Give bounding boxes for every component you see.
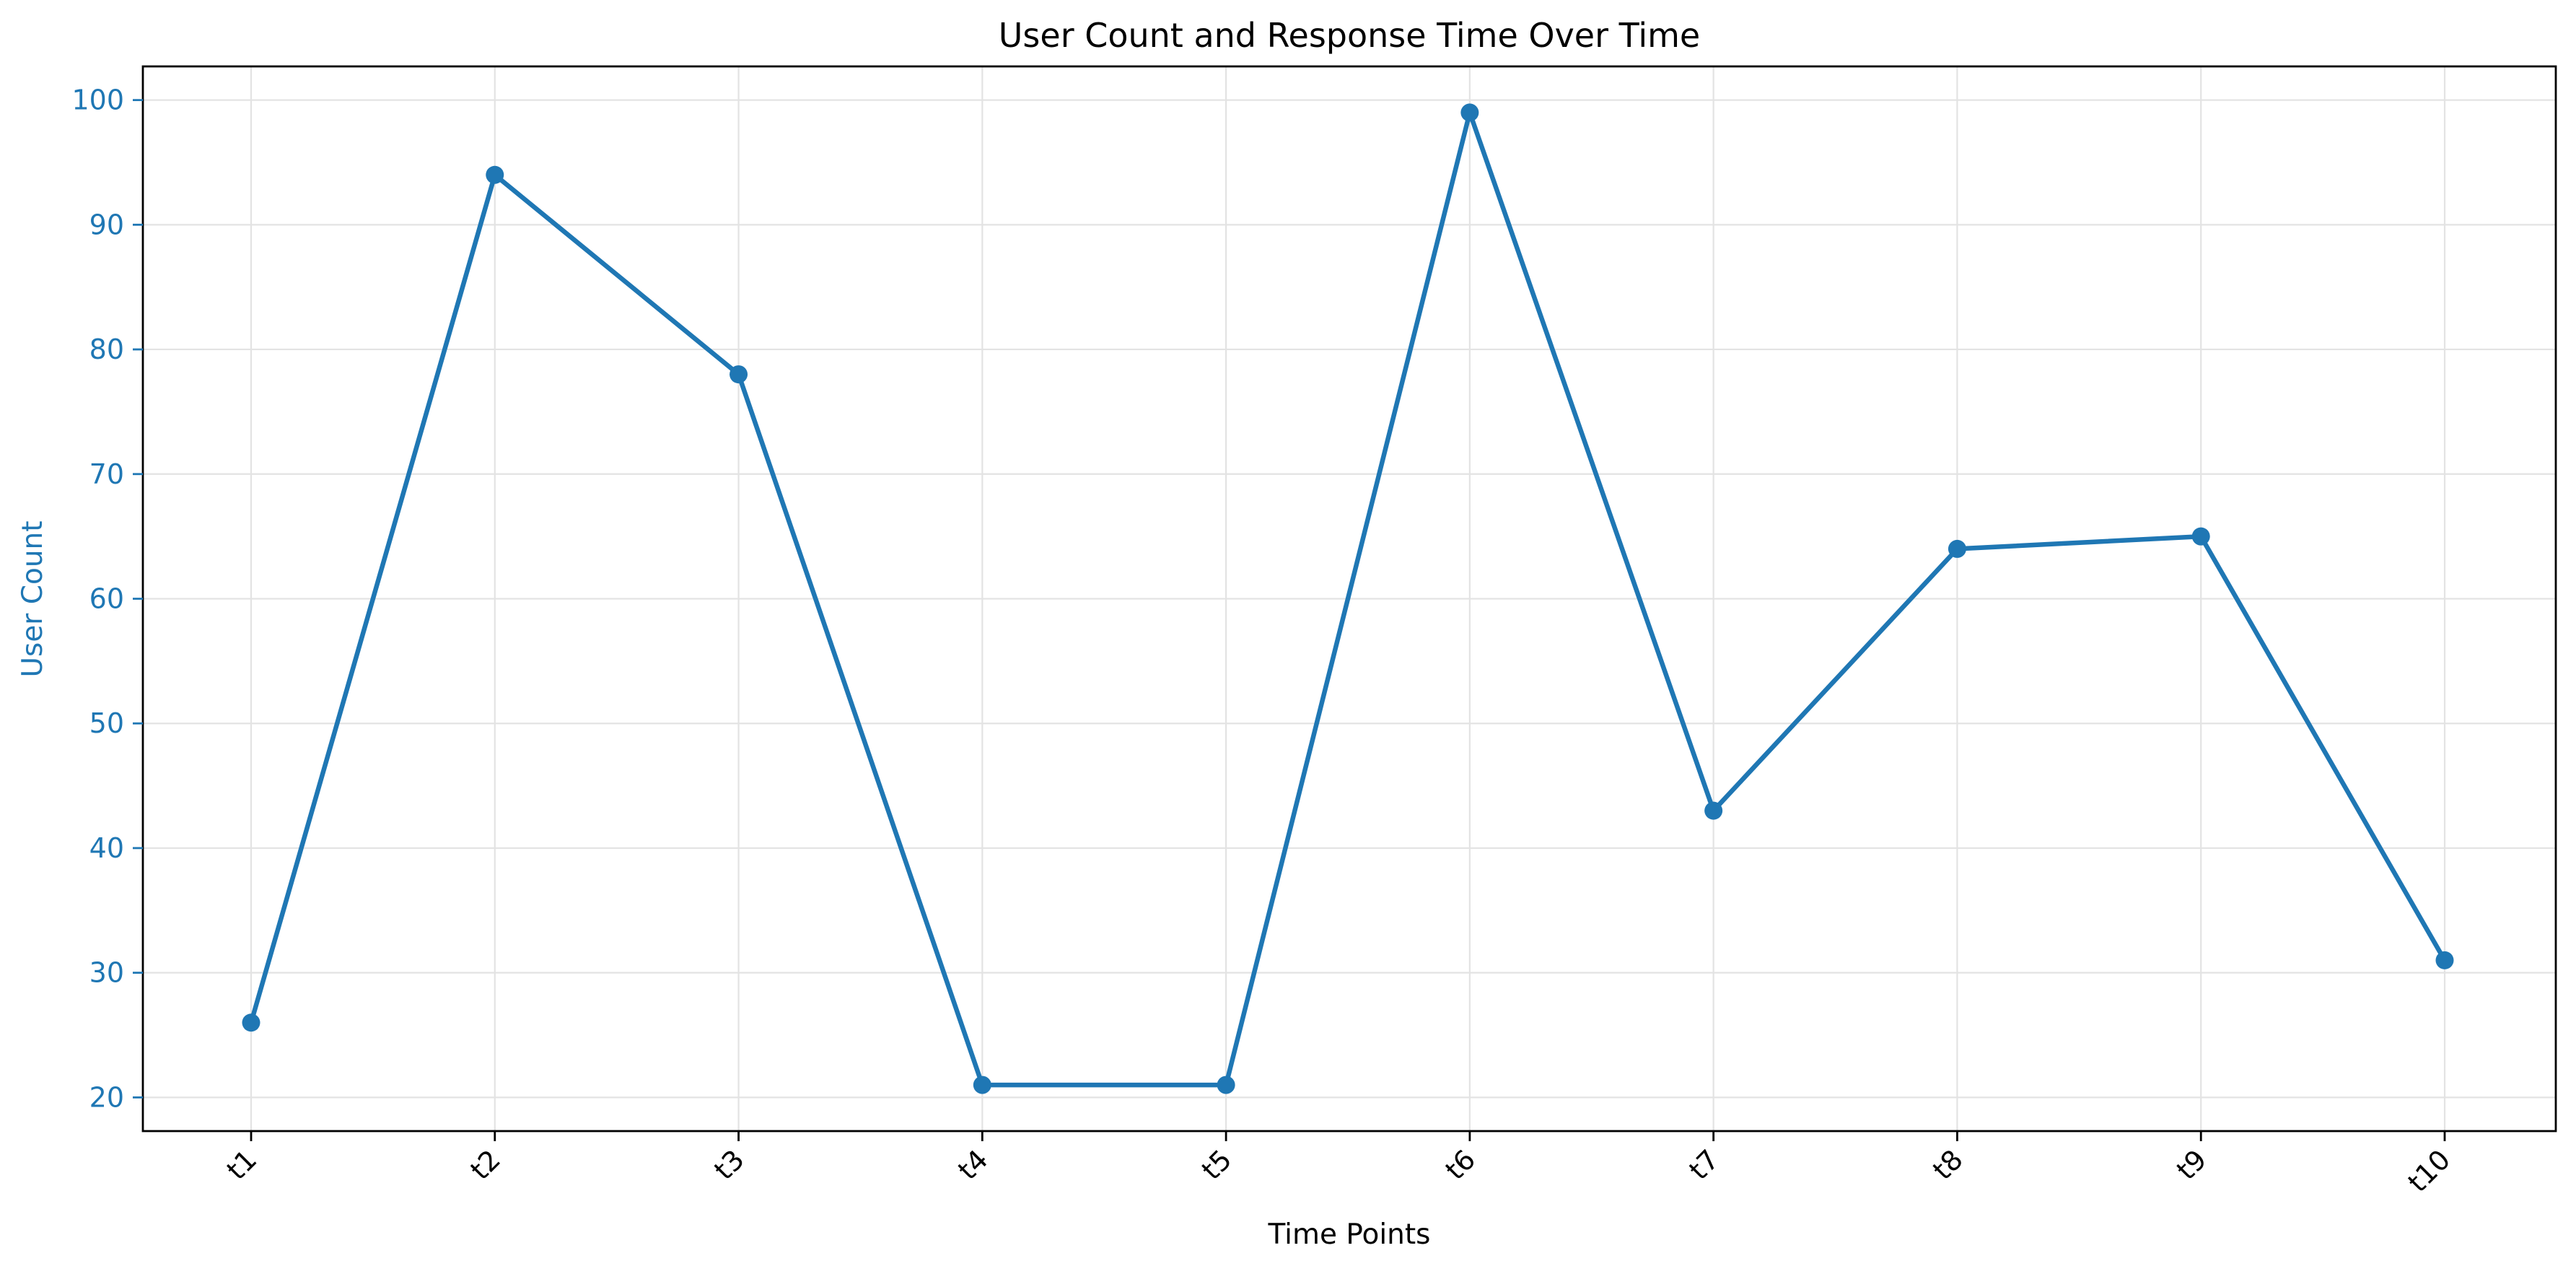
data-point-t10 <box>2435 951 2454 969</box>
series-layer <box>242 103 2454 1094</box>
series-line <box>248 110 2448 1088</box>
x-axis-label: Time Points <box>1268 1218 1431 1251</box>
x-tick-label: t4 <box>952 1143 994 1186</box>
data-point-t5 <box>1217 1076 1235 1094</box>
x-tick-label: t7 <box>1683 1143 1725 1186</box>
data-point-t4 <box>973 1076 991 1094</box>
x-tick-label: t8 <box>1927 1143 1969 1186</box>
data-point-t7 <box>1704 801 1723 820</box>
data-point-t3 <box>730 365 748 384</box>
x-tick-label: t9 <box>2170 1143 2213 1186</box>
y-tick-label: 40 <box>89 832 124 864</box>
data-point-t9 <box>2191 527 2210 546</box>
data-point-t6 <box>1460 103 1479 122</box>
x-tick-label: t2 <box>464 1143 507 1186</box>
y-tick-label: 80 <box>89 333 124 365</box>
x-tick-label: t5 <box>1196 1143 1238 1186</box>
y-tick-label: 100 <box>71 84 124 116</box>
x-tick-label: t10 <box>2402 1143 2457 1198</box>
data-point-t8 <box>1948 539 1966 558</box>
y-tick-label: 60 <box>89 583 124 615</box>
chart-title: User Count and Response Time Over Time <box>999 16 1700 55</box>
y-tick-label: 20 <box>89 1081 124 1113</box>
y-tick-label: 30 <box>89 957 124 989</box>
axes-layer: 20 30 40 50 60 70 80 90 100 t1 t2 t3 t4 t5 t6 t7 t8 t9 t10 <box>71 65 2557 1198</box>
x-tick-label: t3 <box>708 1143 750 1186</box>
y-axis-label: User Count <box>17 520 49 677</box>
y-tick-label: 70 <box>89 458 124 490</box>
data-point-t2 <box>486 165 504 184</box>
x-tick-label: t6 <box>1440 1143 1482 1186</box>
y-tick-label: 90 <box>89 209 124 240</box>
data-point-t1 <box>242 1013 260 1032</box>
y-tick-label: 50 <box>89 707 124 739</box>
x-tick-label: t1 <box>221 1143 263 1186</box>
